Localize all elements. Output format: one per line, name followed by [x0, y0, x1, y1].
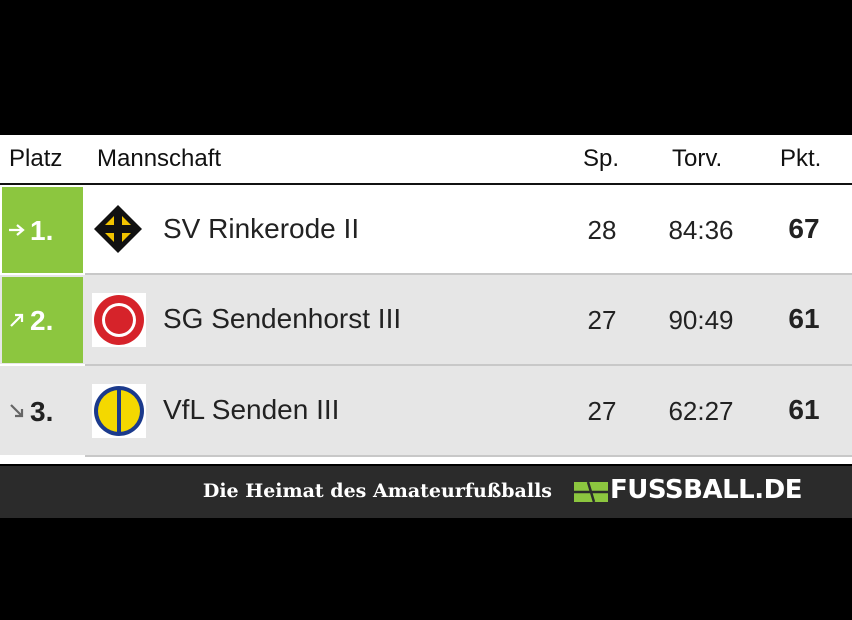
points: 61	[788, 394, 820, 425]
table-row[interactable]: 3. VfL Senden III 27 62:27 61	[0, 366, 852, 455]
team-name[interactable]: VfL Senden III	[163, 394, 340, 425]
goals: 84:36	[668, 215, 734, 245]
trend-arrow	[10, 313, 24, 327]
header-cell: Sp.	[583, 145, 620, 172]
brand-icon	[574, 482, 608, 502]
header-cell: Mannschaft	[97, 145, 222, 172]
rank: 3.	[30, 396, 54, 427]
row-separator	[85, 455, 852, 457]
team-name[interactable]: SG Sendenhorst III	[163, 303, 402, 334]
games: 27	[587, 305, 617, 335]
rank-cell: 3.	[2, 368, 83, 454]
header-cell: Platz	[9, 145, 63, 172]
row-separator	[85, 364, 852, 366]
rank-cell: 2.	[2, 277, 83, 363]
rank-cell: 1.	[2, 187, 83, 273]
rank: 1.	[30, 215, 54, 246]
team-name[interactable]: SV Rinkerode II	[163, 213, 360, 244]
team-logo	[92, 293, 146, 347]
goals: 90:49	[668, 305, 734, 335]
row-separator	[85, 273, 852, 275]
team-logo	[94, 205, 142, 253]
table-row[interactable]: 1. SV Rinkerode II 28 84:36 67	[0, 185, 852, 274]
points: 61	[788, 303, 820, 334]
table-row[interactable]: 2. SG Sendenhorst III 27 90:49 61	[0, 275, 852, 364]
games: 27	[587, 396, 617, 426]
header-cell: Torv.	[672, 145, 723, 172]
slogan: Die Heimat des Amateurfußballs	[202, 480, 552, 502]
trend-arrow	[10, 404, 24, 418]
header-cell: Pkt.	[780, 145, 822, 172]
games: 28	[587, 215, 617, 245]
standings-table: Platz Mannschaft Sp. Torv. Pkt. 1. SV Ri…	[0, 135, 852, 464]
points: 67	[788, 213, 820, 244]
brand-logo[interactable]: FUSSBALL.DE	[610, 475, 802, 505]
goals: 62:27	[668, 396, 734, 426]
table-header: Platz Mannschaft Sp. Torv. Pkt.	[0, 135, 852, 185]
footer-bar: Die Heimat des Amateurfußballs FUSSBALL.…	[0, 466, 852, 518]
team-logo	[92, 384, 146, 438]
rank: 2.	[30, 305, 54, 336]
trend-arrow	[9, 224, 25, 236]
